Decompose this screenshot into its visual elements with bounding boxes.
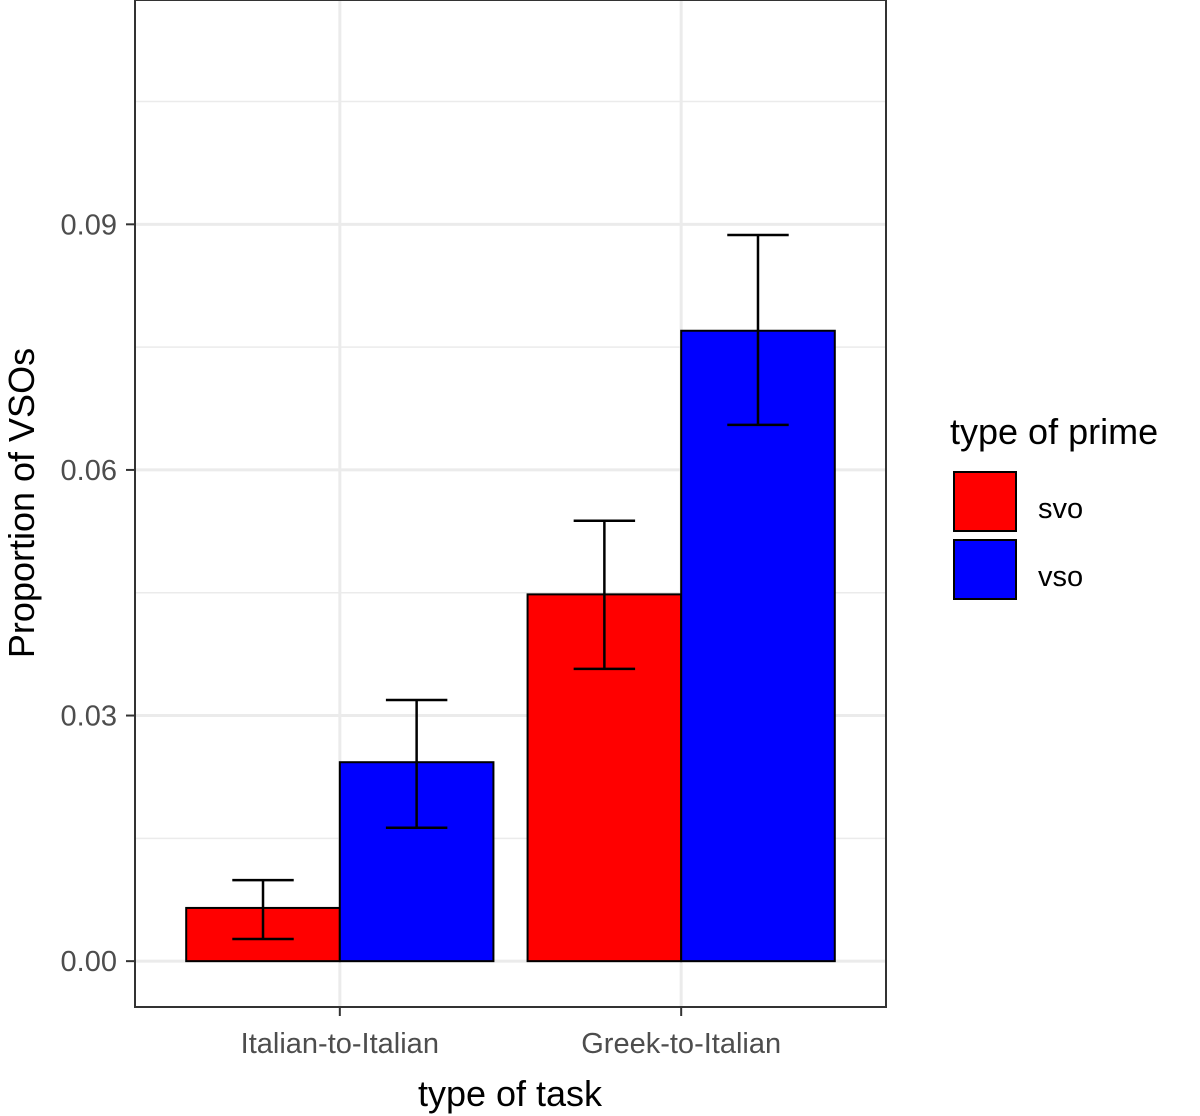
- y-tick-label: 0.06: [61, 455, 117, 487]
- bar-vso-1: [680, 329, 836, 963]
- y-axis-title: Proportion of VSOs: [1, 348, 42, 658]
- error-bars: [232, 233, 789, 941]
- x-tick-label: Italian-to-Italian: [241, 1028, 439, 1060]
- errorbar-svo-0: [232, 878, 294, 941]
- bar-vso-0: [338, 761, 495, 963]
- legend-key-svo: [953, 471, 1017, 532]
- legend-key-vso: [953, 539, 1017, 600]
- y-tick-label: 0.09: [61, 209, 117, 241]
- errorbar-vso-0: [385, 698, 448, 829]
- errorbar-svo-1: [573, 519, 636, 671]
- y-tick-label: 0.03: [61, 701, 117, 733]
- legend-title: type of prime: [950, 411, 1158, 452]
- y-tick-label: 0.00: [61, 946, 117, 978]
- plot-panel-border: [134, 0, 887, 1008]
- legend: type of prime svo vso: [950, 411, 1158, 600]
- legend-label-svo: svo: [1038, 493, 1083, 525]
- x-tick-label: Greek-to-Italian: [581, 1028, 781, 1060]
- errorbar-vso-1: [727, 233, 789, 427]
- legend-label-vso: vso: [1038, 561, 1083, 593]
- x-axis: Italian-to-Italian Greek-to-Italian: [241, 1007, 781, 1060]
- x-axis-title: type of task: [418, 1073, 603, 1114]
- y-axis: 0.00 0.03 0.06 0.09: [61, 209, 135, 978]
